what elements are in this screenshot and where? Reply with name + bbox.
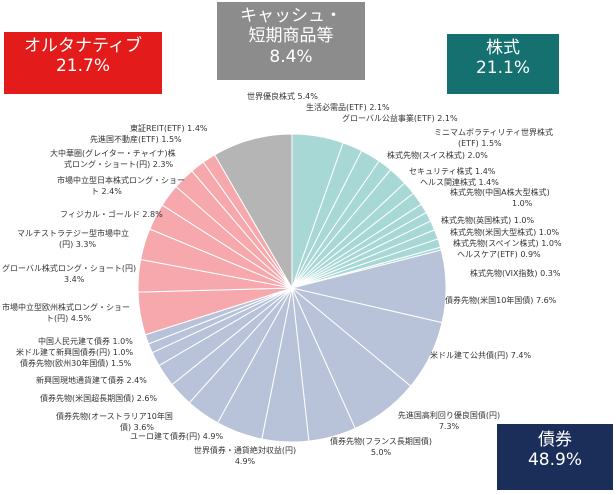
pie-slice-3-0 [213,133,293,290]
slice-label-eq12: ヘルスケア(ETF) 0.9% [457,250,541,259]
bonds-name: 債券 [538,430,572,450]
cash-name-line1: キャッシュ・ [240,6,342,26]
slice-label-bd5-line2: 4.9% [234,456,256,466]
slice-label-eq3: グローバル公益事業(ETF) 2.1% [342,114,458,123]
slice-label-al5-line2: ト 2.4% [91,186,122,196]
slice-label-bd2: 米ドル建て公共債(円) 7.4% [430,351,532,360]
slice-label-bd12: 中国人民元建て債券 1.0% [38,337,133,346]
slice-label-bd7: 債券先物(オーストラリア10年国 債) 3.6% [56,412,173,433]
slice-label-al8: 東証REIT(ETF) 1.4% [130,124,208,133]
slice-label-eq6: セキュリティ株式 1.4% [409,167,496,176]
slice-label-eq4-line2: (ETF) 1.5% [458,138,502,148]
cash-category-box: キャッシュ・ 短期商品等 8.4% [217,2,365,80]
slice-label-bd7-line1: 債券先物(オーストラリア10年国 [56,412,173,421]
slice-label-al1: 市場中立型欧州株式ロング・ショー ト(円) 4.5% [2,303,130,324]
slice-label-al3: マルチストラテジー型市場中立 (円) 3.3% [17,229,129,250]
slice-label-bd4-line1: 債券先物(フランス長期国債) [329,437,433,446]
slice-label-eq8: 株式先物(中国A株大型株式) 1.0% [450,188,550,209]
slice-label-bd5: 世界債券・通貨絶対収益(円) 4.9% [180,446,310,467]
slice-label-bd10: 債券先物(欧州30年国債) 1.5% [20,359,132,368]
slice-label-bd3: 先進国高利回り優良国債(円) 7.3% [384,411,514,432]
slice-label-al7: 先進国不動産(ETF) 1.5% [90,135,182,144]
slice-label-al6-line1: 大中華圏(グレイター・チャイナ)株 [50,149,176,158]
slice-label-al6: 大中華圏(グレイター・チャイナ)株 式ロング・ショート(円) 2.3% [50,149,176,170]
slice-label-bd4-line2: 5.0% [370,447,392,457]
slice-label-eq5: 株式先物(スイス株式) 2.0% [387,151,488,160]
bonds-category-box: 債券 48.9% [497,424,613,490]
slice-label-al2: グローバル株式ロング・ショート(円) 3.4% [2,264,136,285]
slice-label-eq9: 株式先物(英国株式) 1.0% [441,216,535,225]
slice-label-eq13: 株式先物(VIX指数) 0.3% [470,269,561,278]
alternatives-name: オルタナティブ [24,36,142,56]
slice-label-al6-line2: 式ロング・ショート(円) 2.3% [64,159,174,169]
slice-label-bd1: 債券先物(米国10年国債) 7.6% [445,296,557,305]
slice-label-eq8-line2: 1.0% [512,198,533,208]
cash-pct: 8.4% [269,46,313,67]
slice-label-bd7-line2: 債) 3.6% [120,422,154,432]
slice-label-al2-line1: グローバル株式ロング・ショート(円) [2,264,137,273]
slice-label-al1-line1: 市場中立型欧州株式ロング・ショー [2,303,130,312]
slice-label-al3-line1: マルチストラテジー型市場中立 [17,229,129,238]
equity-category-box: 株式 21.1% [447,34,559,94]
slice-label-bd3-line2: 7.3% [438,421,460,431]
slice-label-al2-line2: 3.4% [64,274,85,284]
slice-label-bd3-line1: 先進国高利回り優良国債(円) [397,411,501,420]
slice-label-eq2: 生活必需品(ETF) 2.1% [306,103,390,112]
slice-label-eq8-line1: 株式先物(中国A株大型株式) [450,188,550,197]
equity-name: 株式 [486,38,520,58]
slice-label-al4: フィジカル・ゴールド 2.8% [60,210,163,219]
slice-label-bd9: 新興国現地通貨建て債券 2.4% [36,376,147,385]
slice-label-al5-line1: 市場中立型日本株式ロング・ショー [57,176,185,185]
slice-label-eq10: 株式先物(米国大型株式) 1.0% [450,228,560,237]
slice-label-bd6: ユーロ建て債券(円) 4.9% [130,432,224,441]
bonds-pct: 48.9% [527,450,582,471]
slice-label-eq4-line1: ミニマムボラティリティ世界株式 [434,128,554,137]
slice-label-al3-line2: (円) 3.3% [59,239,97,249]
equity-pct: 21.1% [475,58,530,79]
slice-label-eq7: ヘルス関連株式 1.4% [420,178,499,187]
alternatives-pct: 21.7% [55,56,110,77]
slice-label-bd5-line1: 世界債券・通貨絶対収益(円) [193,446,297,455]
alternatives-category-box: オルタナティブ 21.7% [4,32,162,94]
slice-label-al1-line2: ト(円) 4.5% [46,313,92,323]
slice-label-bd4: 債券先物(フランス長期国債) 5.0% [316,437,446,458]
slice-label-al5: 市場中立型日本株式ロング・ショー ト 2.4% [57,176,185,197]
slice-label-bd11: 米ドル建て新興国債券(円) 1.0% [16,348,134,357]
slice-label-bd8: 債券先物(米国超長期国債) 2.6% [40,394,158,403]
slice-label-eq11: 株式先物(スペイン株式) 1.0% [453,239,562,248]
cash-name-line2: 短期商品等 [248,26,334,47]
slice-label-eq1: 世界優良株式 5.4% [247,92,318,101]
slice-label-eq4: ミニマムボラティリティ世界株式 (ETF) 1.5% [434,128,553,149]
